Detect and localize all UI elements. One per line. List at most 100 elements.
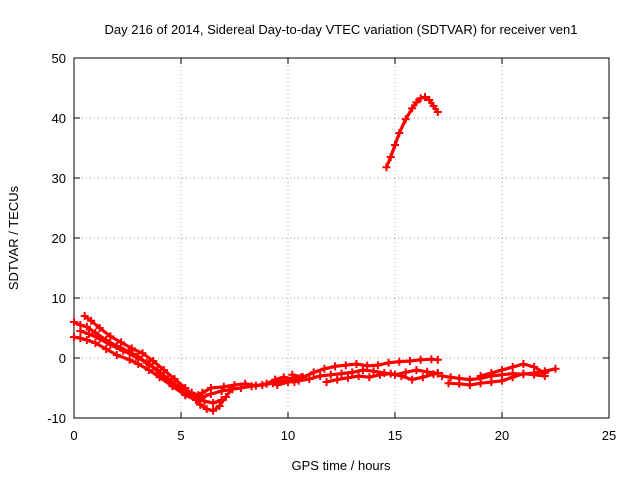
data-point bbox=[221, 393, 230, 401]
data-point bbox=[95, 334, 104, 343]
data-point bbox=[369, 367, 378, 376]
data-point bbox=[405, 357, 414, 365]
data-point bbox=[125, 355, 134, 364]
data-point bbox=[420, 93, 429, 101]
data-point bbox=[433, 355, 442, 364]
data-point bbox=[76, 327, 85, 335]
series-arc-b bbox=[70, 333, 299, 404]
x-axis-label: GPS time / hours bbox=[292, 458, 391, 473]
data-point bbox=[112, 351, 121, 359]
x-tick-label: 5 bbox=[177, 428, 184, 443]
data-point bbox=[352, 360, 361, 368]
data-point bbox=[138, 349, 147, 358]
data-point bbox=[498, 366, 506, 374]
data-point bbox=[429, 370, 438, 379]
series-line bbox=[275, 368, 440, 387]
data-point bbox=[142, 358, 151, 367]
data-point bbox=[397, 372, 406, 380]
data-point bbox=[384, 358, 393, 367]
data-point bbox=[408, 375, 417, 384]
data-point bbox=[331, 362, 340, 371]
data-point bbox=[102, 345, 111, 353]
data-point bbox=[508, 373, 517, 382]
x-tick-label: 25 bbox=[602, 428, 616, 443]
data-point bbox=[343, 373, 352, 382]
data-point bbox=[82, 336, 91, 344]
y-tick-label: 50 bbox=[52, 51, 66, 66]
data-point bbox=[200, 397, 209, 406]
series-layer bbox=[70, 93, 560, 415]
data-point bbox=[202, 405, 211, 413]
data-point bbox=[519, 360, 528, 368]
data-point bbox=[316, 372, 325, 380]
data-point bbox=[395, 129, 404, 137]
data-point bbox=[341, 361, 350, 370]
x-tick-label: 10 bbox=[281, 428, 295, 443]
data-point bbox=[363, 361, 372, 370]
data-point bbox=[416, 94, 425, 103]
series-line bbox=[446, 372, 547, 387]
data-point bbox=[70, 318, 78, 326]
data-point bbox=[401, 368, 410, 377]
data-point bbox=[376, 370, 385, 379]
tick-layer: 0 5 10 15 20 25 -10 0 10 20 30 40 50 bbox=[47, 51, 616, 443]
data-point bbox=[288, 370, 297, 379]
data-point bbox=[508, 363, 517, 371]
y-tick-label: 30 bbox=[52, 171, 66, 186]
data-point bbox=[530, 370, 539, 379]
data-point bbox=[106, 332, 115, 341]
data-point bbox=[149, 357, 158, 365]
data-point bbox=[95, 324, 104, 332]
data-point bbox=[444, 379, 453, 388]
data-point bbox=[84, 330, 93, 338]
data-point bbox=[76, 334, 85, 343]
data-point bbox=[215, 402, 224, 410]
data-point bbox=[498, 376, 506, 385]
data-point bbox=[446, 373, 455, 382]
data-point bbox=[258, 381, 267, 389]
data-point bbox=[382, 163, 391, 172]
data-point bbox=[209, 406, 218, 415]
data-point bbox=[155, 373, 164, 382]
data-point bbox=[519, 369, 528, 378]
data-point bbox=[348, 368, 357, 377]
data-point bbox=[70, 333, 78, 341]
data-point bbox=[429, 102, 438, 110]
data-point bbox=[298, 373, 307, 382]
data-point bbox=[144, 366, 153, 374]
data-point bbox=[455, 379, 464, 388]
series-arc-k bbox=[476, 360, 549, 380]
data-point bbox=[153, 366, 162, 374]
data-point bbox=[373, 361, 382, 370]
data-point bbox=[284, 378, 292, 386]
data-point bbox=[305, 375, 314, 383]
data-point bbox=[412, 366, 421, 374]
data-point bbox=[418, 373, 427, 382]
data-point bbox=[326, 370, 335, 379]
x-tick-label: 20 bbox=[495, 428, 509, 443]
y-tick-label: -10 bbox=[47, 411, 66, 426]
data-point bbox=[530, 363, 539, 371]
data-point bbox=[217, 396, 226, 404]
data-point bbox=[236, 384, 245, 392]
series-arc-d bbox=[76, 327, 226, 407]
data-point bbox=[487, 378, 496, 386]
series-arc-f bbox=[288, 355, 442, 382]
y-tick-label: 0 bbox=[59, 351, 66, 366]
data-point bbox=[117, 338, 126, 347]
data-point bbox=[196, 400, 205, 409]
data-point bbox=[183, 388, 192, 397]
data-point bbox=[322, 378, 331, 386]
data-point bbox=[358, 366, 367, 374]
data-point bbox=[91, 339, 100, 347]
data-point bbox=[391, 141, 399, 149]
data-point bbox=[408, 104, 417, 113]
y-axis-label: SDTVAR / TECUs bbox=[6, 185, 21, 290]
data-point bbox=[487, 369, 496, 377]
data-point bbox=[386, 153, 395, 161]
data-point bbox=[206, 390, 215, 398]
data-point bbox=[354, 372, 363, 380]
data-point bbox=[106, 340, 115, 349]
data-point bbox=[174, 382, 183, 391]
